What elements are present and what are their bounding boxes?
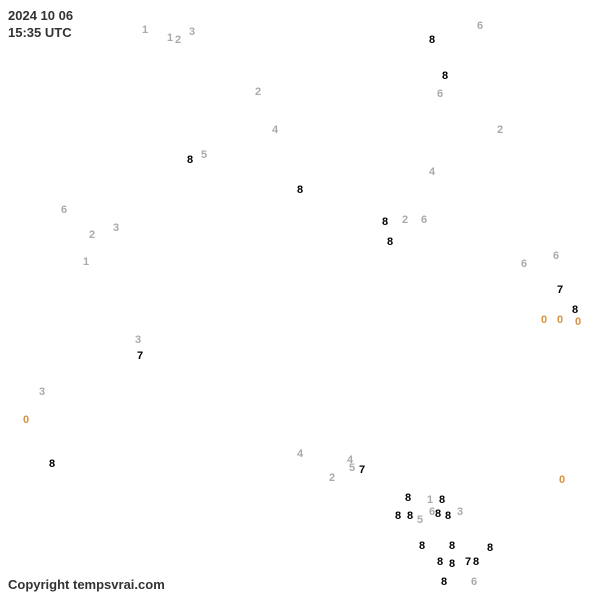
data-point: 8 bbox=[382, 216, 388, 228]
data-point: 3 bbox=[135, 334, 141, 346]
data-point: 3 bbox=[189, 26, 195, 38]
data-point: 8 bbox=[445, 510, 451, 522]
timestamp: 2024 10 06 15:35 UTC bbox=[8, 8, 73, 42]
data-point: 4 bbox=[429, 166, 435, 178]
data-point: 7 bbox=[137, 350, 143, 362]
data-point: 6 bbox=[521, 258, 527, 270]
data-point: 8 bbox=[49, 458, 55, 470]
data-point: 8 bbox=[439, 494, 445, 506]
data-point: 4 bbox=[297, 448, 303, 460]
data-point: 2 bbox=[255, 86, 261, 98]
data-point: 4 bbox=[272, 124, 278, 136]
data-point: 5 bbox=[417, 514, 423, 526]
data-point: 8 bbox=[441, 576, 447, 588]
data-point: 8 bbox=[449, 558, 455, 570]
data-point: 2 bbox=[89, 229, 95, 241]
timestamp-time: 15:35 UTC bbox=[8, 25, 73, 42]
data-point: 7 bbox=[359, 464, 365, 476]
timestamp-date: 2024 10 06 bbox=[8, 8, 73, 25]
data-point: 3 bbox=[39, 386, 45, 398]
data-point: 2 bbox=[497, 124, 503, 136]
data-point: 8 bbox=[442, 70, 448, 82]
copyright: Copyright tempsvrai.com bbox=[8, 577, 165, 592]
data-point: 2 bbox=[329, 472, 335, 484]
data-point: 7 bbox=[557, 284, 563, 296]
data-point: 0 bbox=[557, 314, 563, 326]
data-point: 8 bbox=[395, 510, 401, 522]
data-point: 0 bbox=[23, 414, 29, 426]
data-point: 8 bbox=[297, 184, 303, 196]
data-point: 8 bbox=[487, 542, 493, 554]
data-point: 2 bbox=[402, 214, 408, 226]
data-point: 0 bbox=[559, 474, 565, 486]
data-point: 8 bbox=[473, 556, 479, 568]
data-point: 6 bbox=[437, 88, 443, 100]
data-point: 2 bbox=[175, 34, 181, 46]
data-point: 6 bbox=[477, 20, 483, 32]
data-point: 0 bbox=[575, 316, 581, 328]
data-point: 8 bbox=[449, 540, 455, 552]
data-point: 8 bbox=[407, 510, 413, 522]
data-point: 8 bbox=[572, 304, 578, 316]
data-point: 3 bbox=[113, 222, 119, 234]
data-point: 1 bbox=[427, 494, 433, 506]
data-point: 1 bbox=[83, 256, 89, 268]
data-point: 6 bbox=[471, 576, 477, 588]
data-point: 8 bbox=[435, 508, 441, 520]
data-point: 6 bbox=[61, 204, 67, 216]
data-point: 8 bbox=[437, 556, 443, 568]
data-point: 3 bbox=[457, 506, 463, 518]
data-point: 8 bbox=[429, 34, 435, 46]
data-point: 6 bbox=[421, 214, 427, 226]
data-point: 1 bbox=[167, 32, 173, 44]
data-point: 8 bbox=[419, 540, 425, 552]
data-point: 0 bbox=[541, 314, 547, 326]
data-point: 5 bbox=[349, 462, 355, 474]
data-point: 8 bbox=[387, 236, 393, 248]
data-point: 7 bbox=[465, 556, 471, 568]
data-point: 8 bbox=[187, 154, 193, 166]
data-point: 6 bbox=[553, 250, 559, 262]
data-point: 5 bbox=[201, 149, 207, 161]
data-point: 1 bbox=[142, 24, 148, 36]
data-point: 8 bbox=[405, 492, 411, 504]
